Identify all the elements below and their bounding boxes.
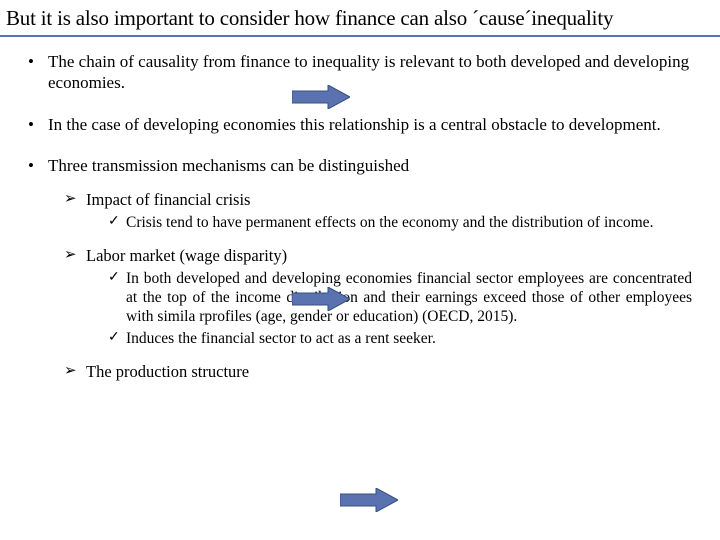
mechanism-item: Impact of financial crisis Crisis tend t… [64,190,692,232]
arrow-polygon [292,85,350,109]
bullet-item: Three transmission mechanisms can be dis… [28,155,692,383]
check-item: In both developed and developing economi… [108,269,692,327]
arrow-polygon [340,488,398,512]
slide-content: The chain of causality from finance to i… [0,37,720,383]
mechanism-label: Impact of financial crisis [86,190,250,209]
mechanism-item: The production structure [64,362,692,383]
bullet-list: The chain of causality from finance to i… [28,51,692,383]
mechanism-list: Impact of financial crisis Crisis tend t… [64,190,692,383]
check-item: Crisis tend to have permanent effects on… [108,213,692,232]
arrow-icon [292,85,350,109]
arrow-icon [292,287,350,311]
bullet-item: The chain of causality from finance to i… [28,51,692,94]
check-list: In both developed and developing economi… [108,269,692,349]
bullet-text: Three transmission mechanisms can be dis… [48,156,409,175]
arrow-polygon [292,287,350,311]
slide-title: But it is also important to consider how… [0,0,720,37]
mechanism-item: Labor market (wage disparity) In both de… [64,246,692,348]
check-list: Crisis tend to have permanent effects on… [108,213,692,232]
arrow-icon [340,488,398,512]
bullet-item: In the case of developing economies this… [28,114,692,135]
mechanism-label: The production structure [86,362,249,381]
mechanism-label: Labor market (wage disparity) [86,246,287,265]
check-item: Induces the financial sector to act as a… [108,329,692,348]
